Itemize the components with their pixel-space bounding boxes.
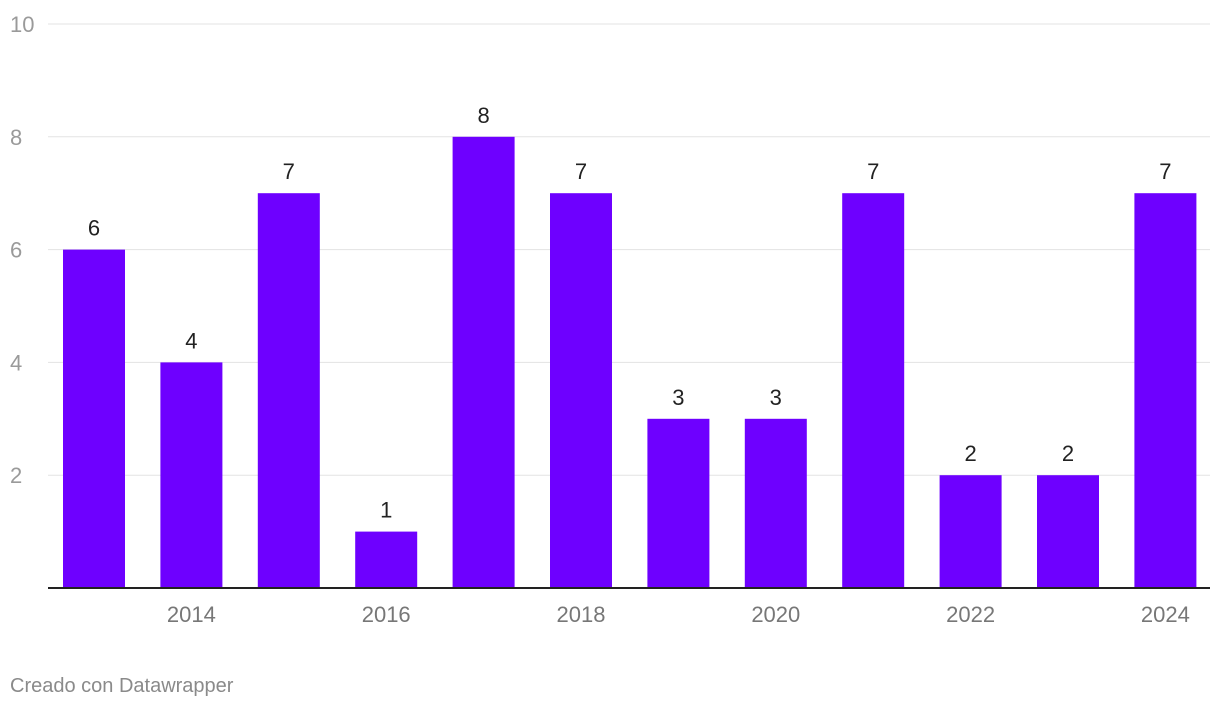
x-tick-label-2014: 2014 (167, 602, 216, 627)
bar-value-label-2023: 2 (1062, 441, 1074, 466)
bar-2022 (939, 475, 1002, 588)
bar-value-label-2024: 7 (1159, 159, 1171, 184)
gridlines (48, 23, 1210, 476)
bar-value-label-2017: 8 (477, 103, 489, 128)
bar-value-label-2013: 6 (88, 216, 100, 241)
x-tick-label-2020: 2020 (751, 602, 800, 627)
bar-2021 (842, 193, 905, 588)
bar-chart: 2 4 6 8 10 6 4 7 1 8 7 3 3 7 2 2 7 2014 2016 2018 2020 2022… (10, 12, 1210, 627)
y-tick-label-6: 6 (10, 238, 22, 263)
bar-2024 (1134, 193, 1197, 588)
x-tick-label-2016: 2016 (362, 602, 411, 627)
bar-2020 (744, 418, 807, 588)
bar-value-label-2016: 1 (380, 498, 392, 523)
bar-value-labels: 6 4 7 1 8 7 3 3 7 2 2 7 (88, 103, 1172, 523)
y-tick-label-2: 2 (10, 463, 22, 488)
bar-value-label-2021: 7 (867, 159, 879, 184)
bar-2018 (550, 193, 612, 588)
y-tick-label-10: 10 (10, 12, 34, 37)
x-axis-tick-labels: 2014 2016 2018 2020 2022 2024 (167, 602, 1190, 627)
bar-2013 (63, 249, 125, 588)
bar-value-label-2015: 7 (283, 159, 295, 184)
x-tick-label-2024: 2024 (1141, 602, 1190, 627)
bar-2014 (160, 362, 223, 588)
bar-2017 (452, 136, 515, 589)
bar-2019 (647, 418, 710, 588)
x-tick-label-2022: 2022 (946, 602, 995, 627)
bar-value-label-2019: 3 (672, 385, 684, 410)
x-tick-label-2018: 2018 (557, 602, 606, 627)
bar-2016 (355, 531, 418, 588)
bar-value-label-2020: 3 (770, 385, 782, 410)
bar-value-label-2018: 7 (575, 159, 587, 184)
credit-footer: Creado con Datawrapper (10, 675, 234, 697)
y-axis-tick-labels: 2 4 6 8 10 (10, 12, 34, 488)
y-tick-label-8: 8 (10, 125, 22, 150)
bar-value-label-2022: 2 (964, 441, 976, 466)
bar-value-label-2014: 4 (185, 328, 197, 353)
bars (63, 136, 1197, 589)
bar-2023 (1037, 475, 1099, 588)
bar-2015 (257, 193, 320, 588)
y-tick-label-4: 4 (10, 350, 22, 375)
